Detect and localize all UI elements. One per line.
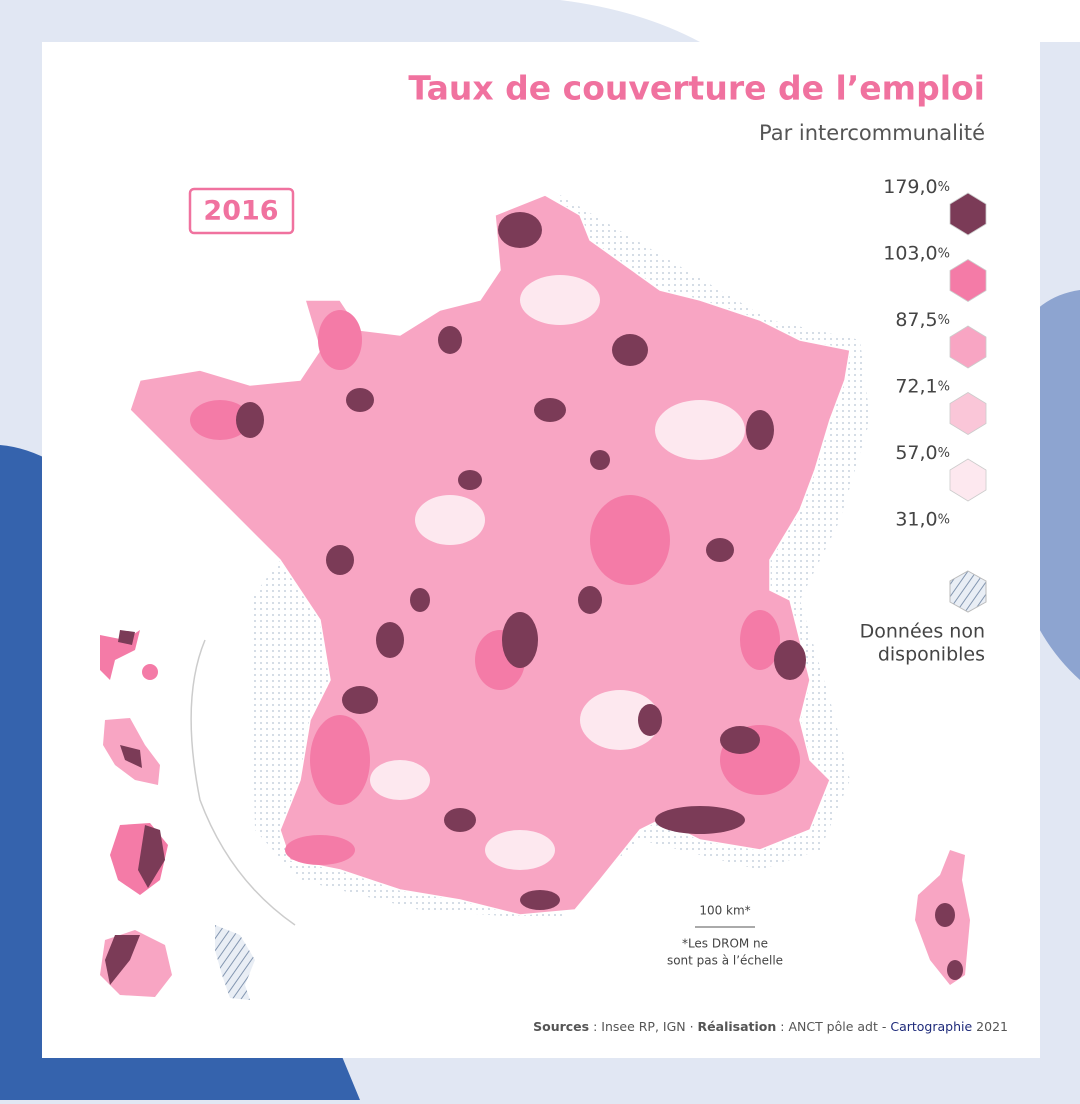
legend-break-unit: % [938,180,950,195]
no-data-swatch [949,570,987,613]
sources-text: : Insee RP, IGN · [589,1019,697,1034]
decor-white [560,0,1080,42]
sources-label: Sources [533,1019,589,1034]
legend-swatch [949,325,987,369]
subtitle: Par intercommunalité [759,121,985,145]
legend-swatch [949,259,987,302]
legend-break: 87,5% [895,309,950,331]
footer-year: 2021 [972,1019,1008,1034]
year: 2016 [203,196,278,227]
legend-break: 179,0% [883,176,950,198]
legend: 179,0%103,0%87,5%72,1%57,0%31,0% [883,176,987,530]
mayotte [215,925,255,1000]
scale-note: sont pas à l’échelle [667,954,783,968]
scale-label: 100 km* [699,904,750,918]
year-box [188,187,295,235]
dark-areas [236,212,806,910]
no-data-label: Données non [860,621,985,643]
martinique-dark [120,745,142,768]
legend-break-unit: % [938,313,950,328]
realisation-label: Réalisation [698,1019,777,1034]
legend-break-value: 57,0 [895,442,937,464]
legend-break-value: 87,5 [895,309,937,331]
guyane-dark [138,825,165,888]
map [100,194,970,1000]
france [129,194,851,916]
legend-break: 31,0% [895,508,950,530]
legend-break-value: 72,1 [895,375,937,397]
legend-swatch [949,392,987,435]
drom-arc [190,639,296,926]
realisation-text: : ANCT pôle adt - [776,1019,890,1034]
scale-note: *Les DROM ne [682,937,768,951]
legend-break: 57,0% [895,442,950,464]
legend-break-unit: % [938,379,950,394]
cartographie: Cartographie [890,1019,972,1034]
marie-galante [142,664,158,680]
legend-swatch [949,192,987,236]
title: Taux de couverture de l’emploi [408,69,985,108]
legend-break-value: 31,0 [895,508,937,530]
legend-break-value: 103,0 [883,242,937,264]
light-areas [370,275,745,870]
legend-break-value: 179,0 [883,176,937,198]
legend-break-unit: % [938,512,950,527]
legend-break: 72,1% [895,375,950,397]
sources: Sources : Insee RP, IGN · Réalisation : … [533,1019,1008,1034]
legend-swatch [949,458,987,502]
mid-areas [190,310,800,865]
legend-break: 103,0% [883,242,950,264]
no-data-label: disponibles [878,644,985,666]
legend-break-unit: % [938,446,950,461]
guadeloupe-dark [118,630,135,645]
corse-dark [947,960,963,980]
corse-dark [935,903,955,927]
legend-break-unit: % [938,246,950,261]
reunion-dark [105,935,140,985]
